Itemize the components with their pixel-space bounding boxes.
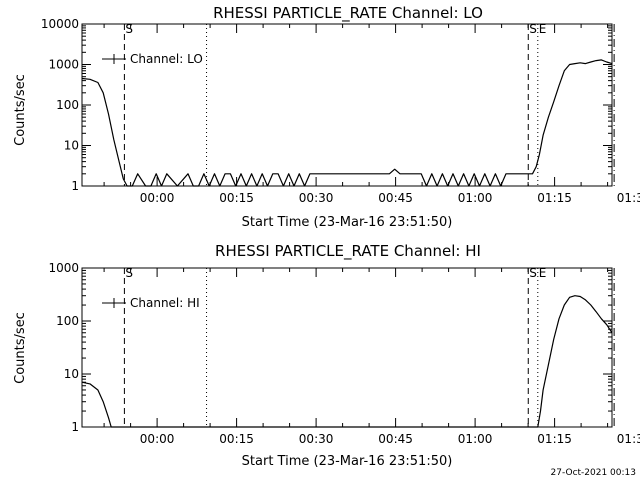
panel-lo-ylabel: Counts/sec <box>13 74 28 146</box>
y-tick-label: 1 <box>71 179 79 193</box>
panel-hi-title: RHESSI PARTICLE_RATE Channel: HI <box>215 242 481 261</box>
marker-label: S <box>125 22 133 36</box>
series-line-hi <box>81 295 613 428</box>
y-tick-label: 1 <box>71 420 79 434</box>
x-tick-label: 01:00 <box>458 432 493 446</box>
marker-label: S <box>529 266 537 280</box>
x-tick-label: 01:15 <box>537 191 572 205</box>
y-tick-label: 10 <box>64 139 79 153</box>
x-tick-label: 00:00 <box>140 432 175 446</box>
marker-label: S <box>125 266 133 280</box>
panel-lo-title: RHESSI PARTICLE_RATE Channel: LO <box>213 4 483 23</box>
y-tick-label: 1000 <box>48 58 79 72</box>
legend-label: Channel: LO <box>130 52 203 66</box>
panel-hi: RHESSI PARTICLE_RATE Channel: HI Counts/… <box>13 242 640 469</box>
x-tick-label: 00:00 <box>140 191 175 205</box>
marker-label: E <box>539 22 547 36</box>
x-tick-label: 00:45 <box>378 191 413 205</box>
x-tick-label: 00:15 <box>219 191 254 205</box>
x-tick-label: 00:30 <box>299 191 334 205</box>
x-tick-label: 01:30 <box>617 432 640 446</box>
panel-lo-xlabel: Start Time (23-Mar-16 23:51:50) <box>242 215 453 230</box>
x-tick-label: 01:30 <box>617 191 640 205</box>
x-tick-label: 00:15 <box>219 432 254 446</box>
footer-timestamp: 27-Oct-2021 00:13 <box>551 468 636 478</box>
x-tick-label: 00:45 <box>378 432 413 446</box>
x-tick-label: 00:30 <box>299 432 334 446</box>
marker-label: S <box>529 22 537 36</box>
panel-hi-plot: 1 10 100 1000 00:00 00:15 00:30 00:45 01:00 01:15… <box>48 261 640 446</box>
panel-lo-plot: 1 10 100 1000 10000 00:00 00:15 00:30 00:45 01:00… <box>41 17 640 205</box>
panel-lo: RHESSI PARTICLE_RATE Channel: LO Counts/… <box>13 4 640 230</box>
y-tick-label: 10 <box>64 367 79 381</box>
y-tick-label: 100 <box>56 98 79 112</box>
panel-hi-ylabel: Counts/sec <box>13 312 28 384</box>
series-line-lo <box>81 59 613 187</box>
y-tick-label: 100 <box>56 314 79 328</box>
x-tick-label: 01:15 <box>537 432 572 446</box>
panel-hi-xlabel: Start Time (23-Mar-16 23:51:50) <box>242 454 453 469</box>
marker-label: E <box>539 266 547 280</box>
x-tick-label: 01:00 <box>458 191 493 205</box>
y-tick-label: 10000 <box>41 17 79 31</box>
y-tick-label: 1000 <box>48 261 79 275</box>
legend-label: Channel: HI <box>130 296 200 310</box>
